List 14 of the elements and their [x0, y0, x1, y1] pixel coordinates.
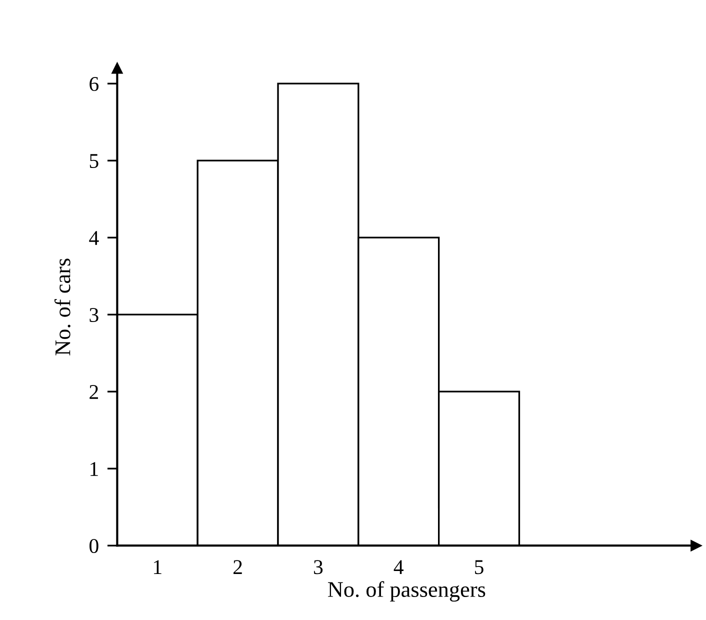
y-tick-label: 4	[89, 231, 99, 245]
y-tick-label: 2	[90, 385, 98, 399]
x-tick-label: 4	[394, 560, 404, 574]
x-tick-label: 1	[154, 560, 162, 574]
y-tick-label: 6	[90, 77, 99, 92]
y-axis-title: No. of cars	[54, 258, 70, 356]
x-tick-label: 5	[475, 560, 484, 574]
y-tick-label: 1	[90, 462, 98, 476]
x-tick-label: 3	[314, 560, 323, 574]
y-tick-label: 3	[90, 308, 98, 322]
x-tick-label: 2	[234, 560, 242, 574]
y-tick-label: 5	[90, 154, 98, 168]
x-axis-title: No. of passengers	[328, 581, 486, 602]
y-tick-label: 0	[90, 538, 98, 554]
